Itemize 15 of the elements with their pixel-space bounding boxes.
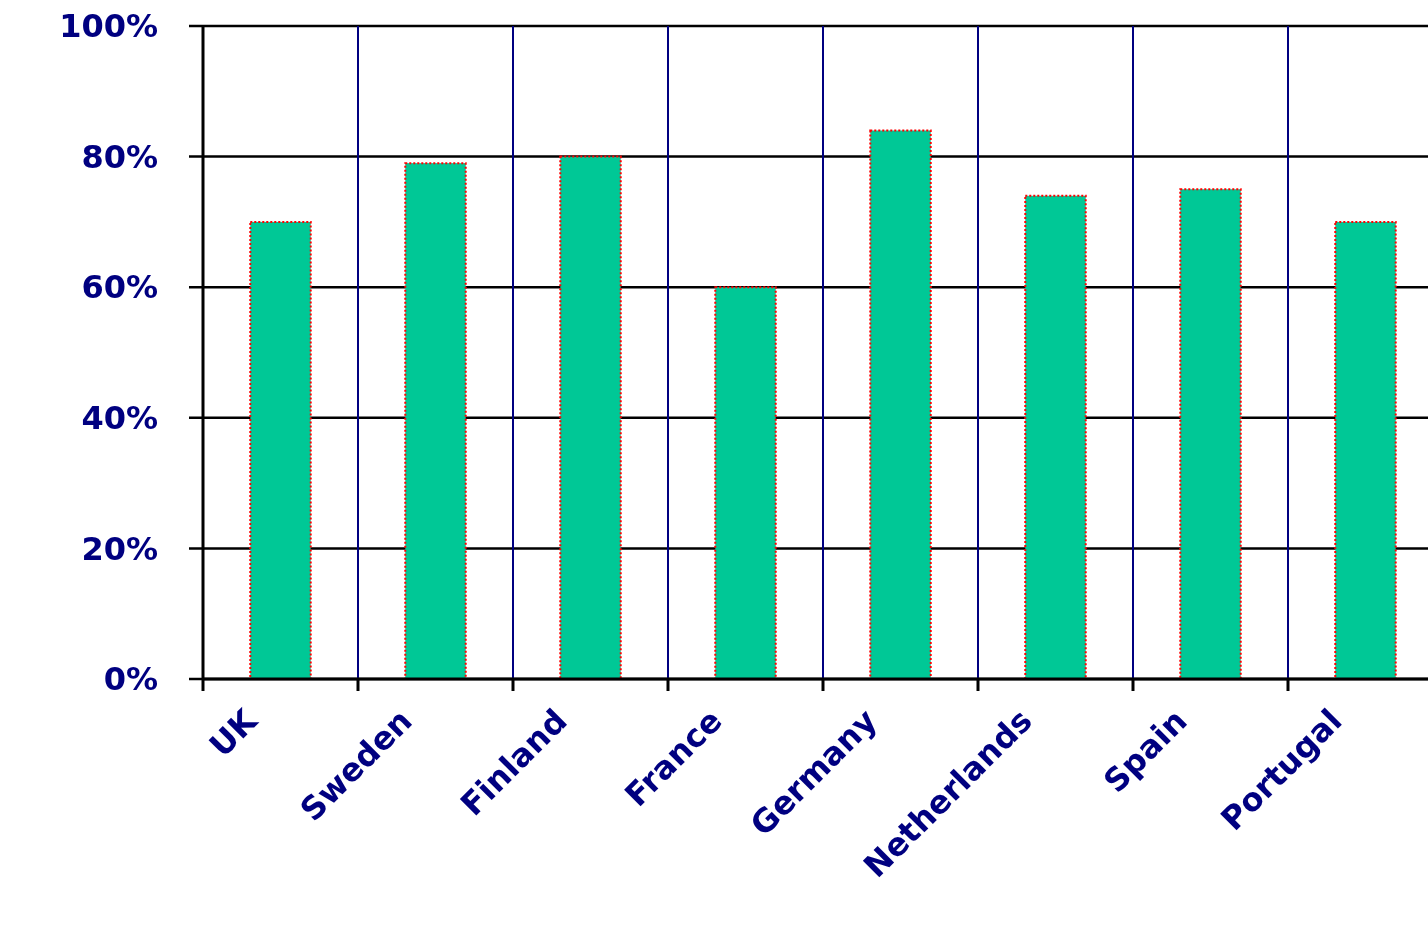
bar [714, 286, 777, 680]
bar [1024, 194, 1087, 680]
y-tick-label: 20% [81, 529, 158, 568]
y-tick-label: 100% [59, 7, 158, 46]
bar [1179, 188, 1242, 680]
bar [559, 155, 622, 680]
x-tick-label: UK [201, 700, 266, 765]
bar [404, 162, 467, 680]
bar [249, 220, 312, 680]
y-tick-label: 0% [103, 660, 158, 699]
bar [869, 129, 932, 680]
y-tick-label: 40% [81, 399, 158, 437]
y-tick-label: 80% [81, 137, 158, 176]
y-tick-label: 60% [81, 268, 158, 307]
bar [1334, 220, 1397, 680]
